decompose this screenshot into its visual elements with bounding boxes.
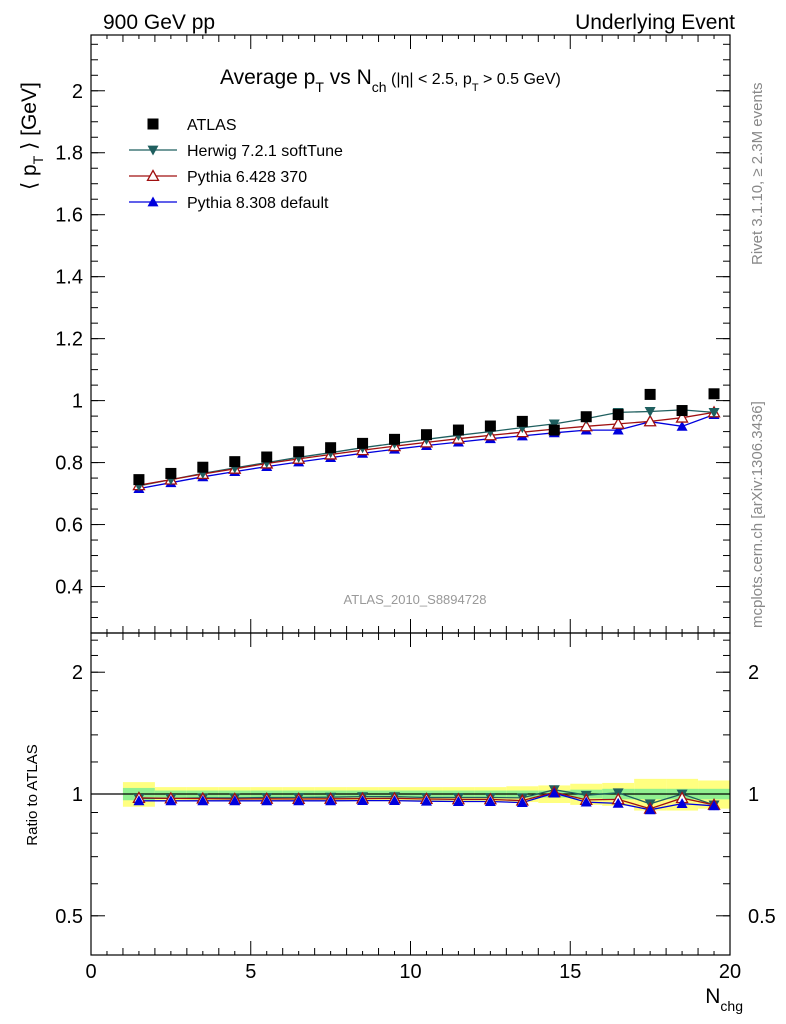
- data-point: [420, 429, 432, 441]
- legend: ATLAS Herwig 7.2.1 softTune Pythia 6.428 3…: [129, 117, 343, 212]
- data-point: [676, 420, 688, 431]
- ratio-axes: 0 5 10 15 20 0.5 0.5 1 1 2 2: [55, 633, 776, 983]
- y-tick-label-right: 1: [748, 784, 759, 806]
- ratio-data-point: [165, 795, 177, 806]
- main-series-layer: [132, 388, 721, 494]
- y-tick-label: 1: [72, 784, 83, 806]
- data-point: [133, 474, 145, 486]
- data-point: [548, 419, 560, 430]
- data-point: [293, 446, 305, 458]
- ratio-data-point: [580, 796, 592, 807]
- data-point: [484, 420, 496, 432]
- data-point: [452, 424, 464, 436]
- data-point: [579, 419, 593, 432]
- data-point: [389, 433, 401, 445]
- x-tick-label: 10: [399, 961, 421, 983]
- data-point: [197, 461, 209, 473]
- y-tick-label: 1.2: [55, 329, 83, 351]
- ratio-data-point: [389, 795, 401, 806]
- legend-marker: [147, 196, 159, 207]
- ratio-data-point: [261, 795, 273, 806]
- ratio-data-point: [644, 804, 656, 815]
- ratio-panel: 0 5 10 15 20 0.5 0.5 1 1 2 2: [55, 632, 776, 983]
- y-tick-label: 1.6: [55, 205, 83, 227]
- data-point: [708, 407, 720, 418]
- data-point: [325, 442, 337, 454]
- data-point: [675, 410, 689, 423]
- data-point: [548, 424, 560, 436]
- main-panel: 0.4 0.6 0.8 1 1.2 1.4 1.6 1.8 2 ATLAS_2010_S8894…: [55, 34, 731, 634]
- data-point: [580, 411, 592, 423]
- legend-label: Pythia 8.308 default: [187, 195, 329, 212]
- legend-label: Herwig 7.2.1 softTune: [187, 143, 343, 160]
- legend-marker: [146, 169, 160, 182]
- data-point: [644, 407, 656, 417]
- ratio-data-point: [357, 795, 369, 806]
- data-point: [165, 467, 177, 479]
- data-point: [708, 388, 720, 400]
- ratio-series-layer: [132, 785, 721, 815]
- main-axes: 0.4 0.6 0.8 1 1.2 1.4 1.6 1.8 2: [55, 35, 731, 634]
- ratio-data-point: [612, 797, 624, 808]
- y-tick-label-right: 2: [748, 662, 759, 684]
- ratio-data-point: [452, 796, 464, 806]
- mcplots-label: mcplots.cern.ch [arXiv:1306.3436]: [749, 401, 766, 628]
- ratio-ylabel: Ratio to ATLAS: [24, 744, 41, 845]
- data-point: [643, 414, 657, 427]
- x-tick-label: 20: [719, 961, 741, 983]
- ratio-data-point: [676, 798, 688, 808]
- ratio-data-point: [133, 795, 145, 806]
- main-ylabel: ⟨ pT ⟩ [GeV]: [18, 82, 46, 190]
- ratio-data-point: [708, 800, 720, 811]
- ratio-data-point: [548, 787, 560, 798]
- x-tick-label: 15: [559, 961, 581, 983]
- watermark: ATLAS_2010_S8894728: [344, 592, 487, 607]
- ratio-data-point: [516, 797, 528, 808]
- y-tick-label: 0.6: [55, 515, 83, 537]
- ratio-data-point: [325, 795, 337, 806]
- y-tick-label: 1.4: [55, 267, 83, 289]
- data-point: [612, 424, 624, 435]
- y-tick-label: 0.5: [55, 906, 83, 928]
- y-tick-label: 1: [72, 391, 83, 413]
- data-point: [676, 405, 688, 417]
- data-point: [644, 388, 656, 400]
- data-point: [611, 417, 625, 429]
- header-left: 900 GeV pp: [103, 11, 215, 34]
- y-tick-label: 2: [72, 81, 83, 103]
- x-axis-label: Nchg: [705, 985, 743, 1014]
- series-line: [138, 413, 715, 490]
- ratio-data-point: [484, 796, 496, 806]
- legend-marker: [147, 118, 159, 130]
- legend-label: Pythia 6.428 370: [187, 169, 307, 186]
- legend-marker: [147, 145, 159, 156]
- y-tick-label: 0.4: [55, 577, 83, 599]
- main-title: Average pT vs Nch (|η| < 2.5, pT > 0.5 G…: [220, 66, 561, 95]
- legend-label: ATLAS: [187, 117, 237, 134]
- data-point: [357, 437, 369, 449]
- data-point: [612, 409, 624, 421]
- y-tick-label: 1.8: [55, 143, 83, 165]
- y-tick-label: 0.8: [55, 453, 83, 475]
- ratio-bands: [91, 778, 730, 811]
- y-tick-label-right: 0.5: [748, 906, 776, 928]
- y-tick-label: 2: [72, 662, 83, 684]
- header-right: Underlying Event: [575, 11, 735, 34]
- ratio-frame: [90, 632, 731, 956]
- x-tick-label: 5: [245, 961, 256, 983]
- ratio-data-point: [293, 795, 305, 806]
- data-point: [261, 451, 273, 463]
- x-tick-label: 0: [85, 961, 96, 983]
- ratio-data-point: [420, 795, 432, 806]
- ratio-data-point: [197, 795, 209, 806]
- data-point: [516, 415, 528, 427]
- data-point: [229, 456, 241, 468]
- rivet-label: Rivet 3.1.10, ≥ 2.3M events: [749, 83, 766, 266]
- ratio-data-point: [229, 795, 241, 806]
